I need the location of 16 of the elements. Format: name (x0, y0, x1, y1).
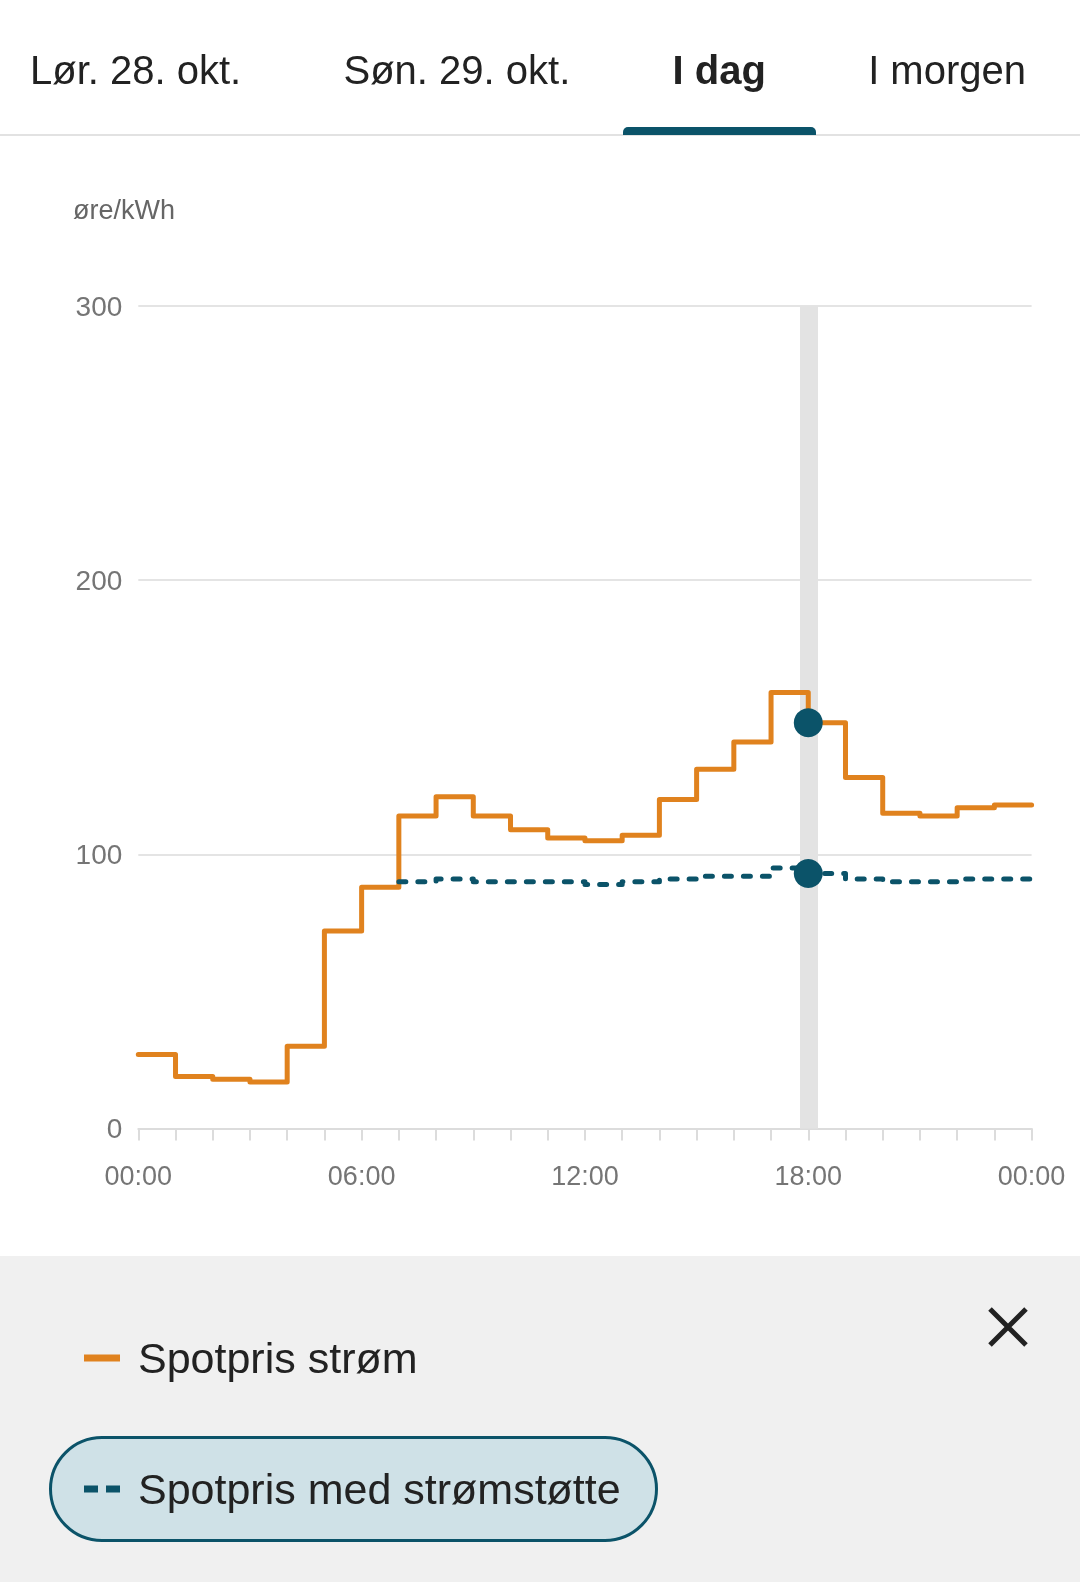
legend-label: Spotpris strøm (138, 1333, 418, 1383)
text: I morgen (868, 47, 1026, 93)
y-tick-label: 300 (75, 290, 123, 322)
y-tick-label: 200 (75, 564, 123, 596)
x-tick-label: 18:00 (774, 1161, 843, 1191)
x-tick-label: 06:00 (327, 1161, 396, 1191)
chart-title: I dag (672, 47, 766, 93)
y-tick-label: 0 (106, 1113, 123, 1144)
text: Lør. 28. okt. (30, 47, 242, 93)
text: Søn. 29. okt. (343, 47, 571, 93)
x-tick-label: 00:00 (104, 1161, 173, 1191)
x-tick-label: 00:00 (997, 1161, 1066, 1191)
y-tick-label: 100 (75, 838, 123, 870)
x-tick-label: 12:00 (551, 1161, 619, 1191)
y-axis-title: øre/kWh (73, 195, 176, 225)
legend-label: Spotpris med strømstøtte (138, 1464, 621, 1514)
